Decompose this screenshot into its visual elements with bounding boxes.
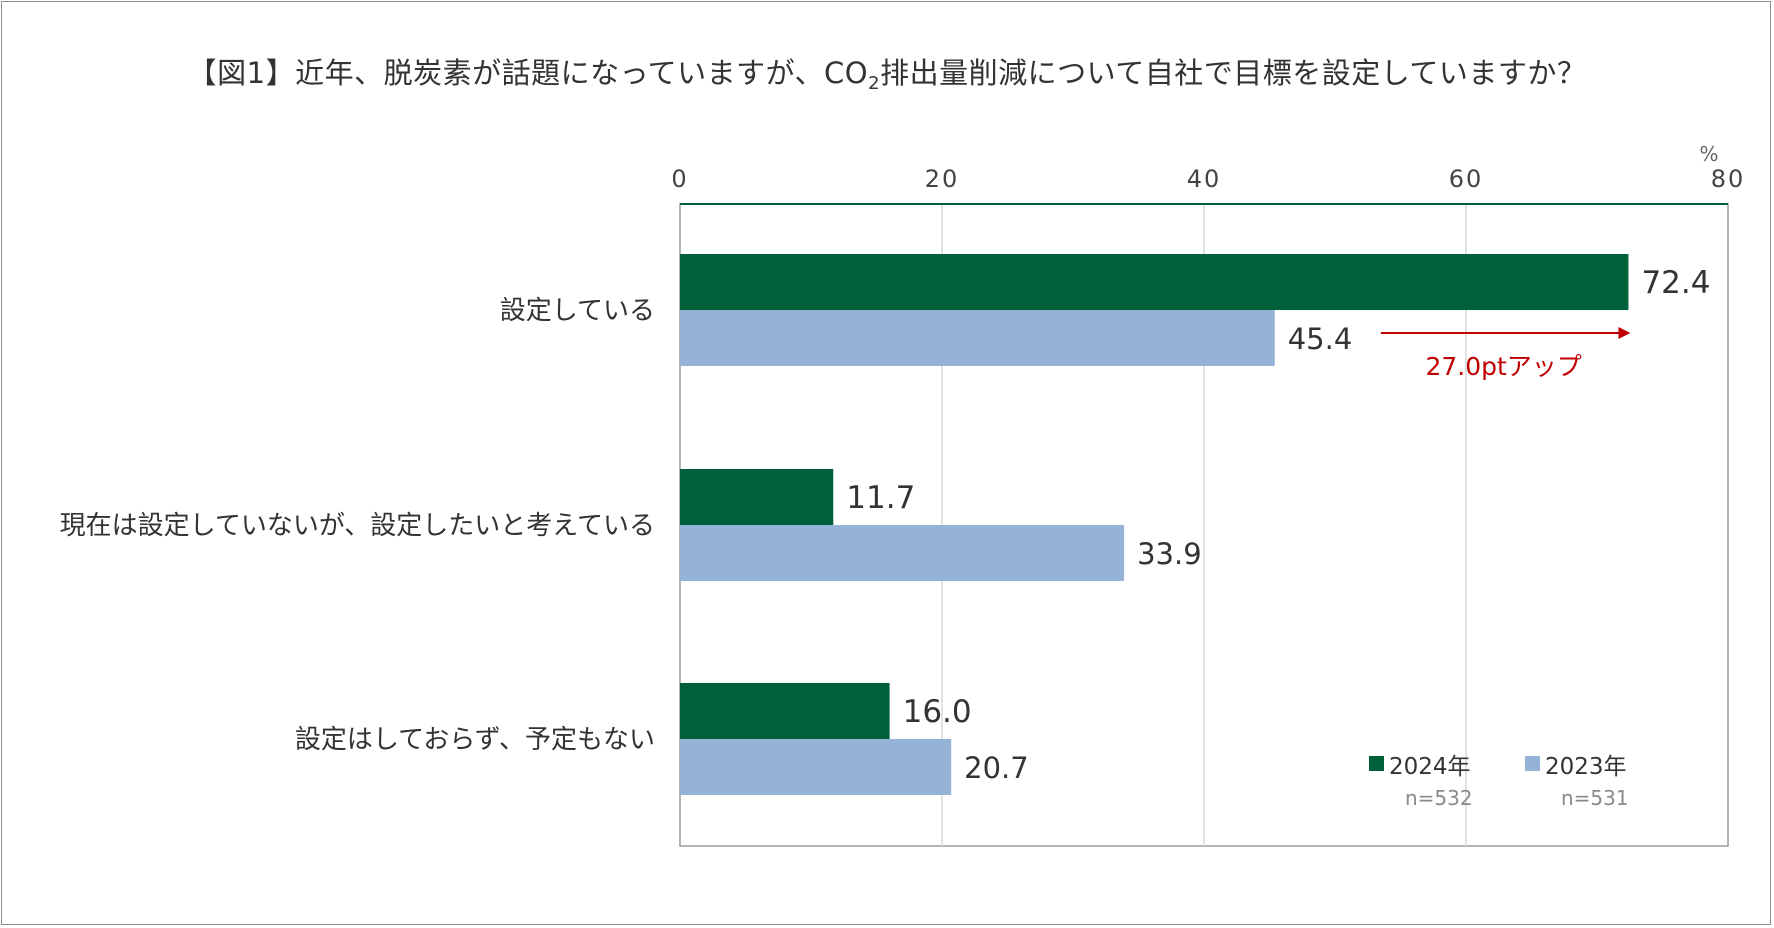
bar-2024 bbox=[680, 469, 834, 525]
annotation-arrow-head bbox=[1618, 327, 1631, 339]
x-tick-label: 80 bbox=[1711, 165, 1746, 193]
x-tick-label: 0 bbox=[671, 165, 688, 193]
x-tick-label: 40 bbox=[1187, 165, 1222, 193]
title-subscript: 2 bbox=[868, 73, 881, 94]
legend-label: 2023年 bbox=[1545, 754, 1627, 780]
x-tick-label: 20 bbox=[925, 165, 960, 193]
bar-2023 bbox=[680, 525, 1125, 581]
title-rest-text: 排出量削減について自社で目標を設定していますか？ bbox=[880, 56, 1587, 90]
bar-2023 bbox=[680, 310, 1275, 366]
category-label: 設定はしておらず、予定もない bbox=[295, 725, 655, 755]
data-label: 16.0 bbox=[903, 694, 972, 730]
bar-2023 bbox=[680, 739, 952, 795]
legend-label: 2024年 bbox=[1389, 754, 1471, 780]
category-label: 設定している bbox=[500, 296, 655, 326]
data-label: 11.7 bbox=[846, 480, 915, 516]
data-label: 33.9 bbox=[1137, 537, 1202, 571]
chart-title: 【図1】近年、脱炭素が話題になっていますが、CO2排出量削減について自社で目標を… bbox=[0, 50, 1774, 94]
category-label: 現在は設定していないが、設定したいと考えている bbox=[60, 511, 655, 541]
data-label: 45.4 bbox=[1288, 322, 1353, 356]
legend-sample-size: n=531 bbox=[1561, 786, 1629, 810]
legend-swatch bbox=[1525, 756, 1540, 771]
data-label: 72.4 bbox=[1641, 265, 1710, 301]
x-tick-label: 60 bbox=[1449, 165, 1484, 193]
legend-sample-size: n=532 bbox=[1405, 786, 1473, 810]
annotation-text: 27.0ptアップ bbox=[1425, 352, 1581, 381]
title-main-text: 【図1】近年、脱炭素が話題になっていますが、CO bbox=[187, 56, 869, 90]
data-label: 20.7 bbox=[964, 751, 1029, 785]
bar-2024 bbox=[680, 254, 1629, 310]
unit-label: % bbox=[1699, 142, 1718, 166]
bar-2024 bbox=[680, 683, 890, 739]
legend-swatch bbox=[1369, 756, 1384, 771]
